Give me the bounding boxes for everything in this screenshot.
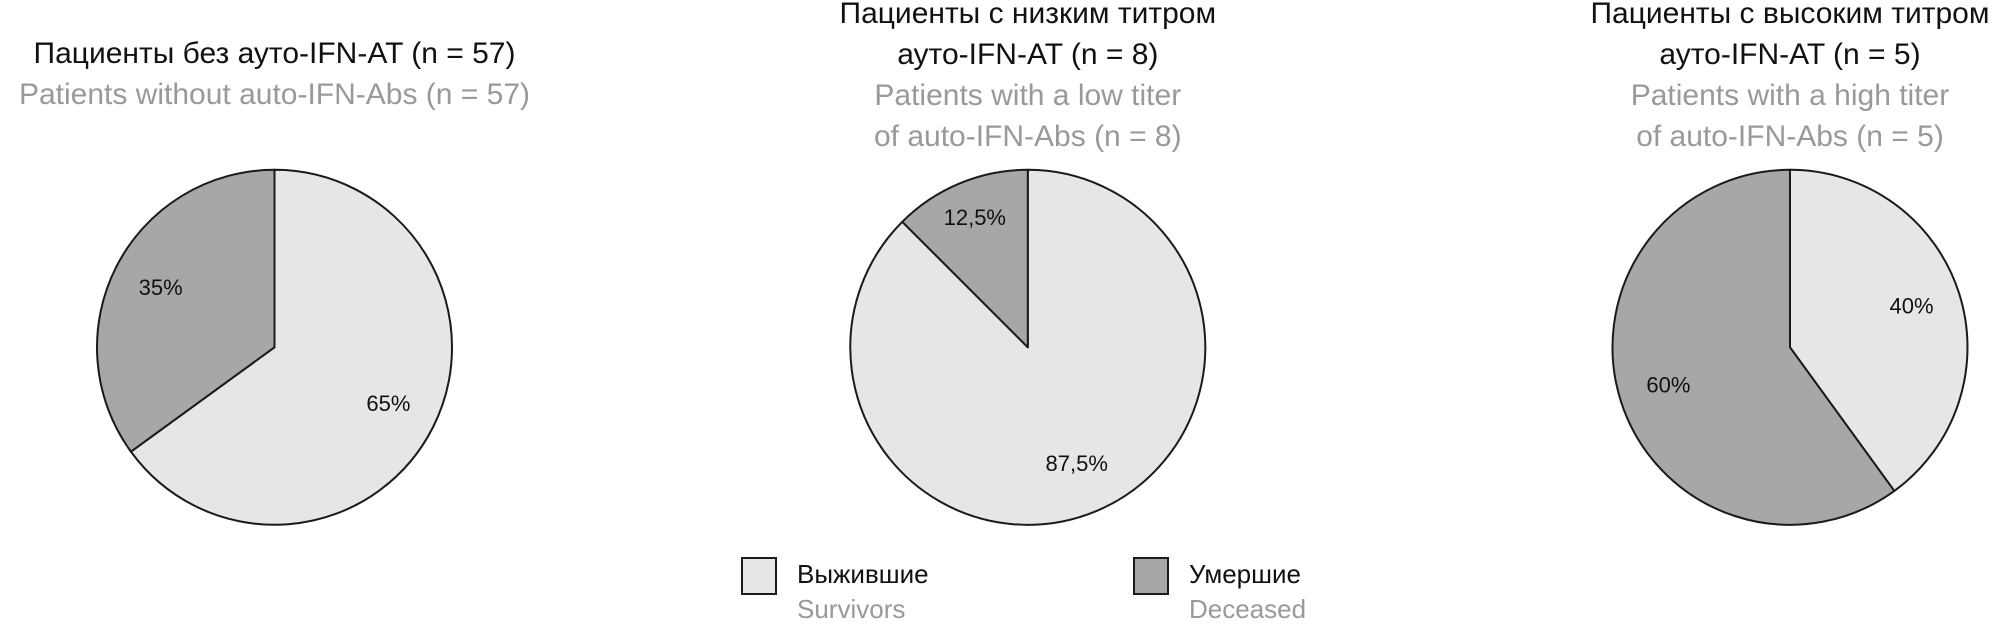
- pie-slice: [901, 168, 1029, 349]
- chart-subtitle: of auto-IFN-Abs (n = 5): [1636, 120, 1944, 153]
- pie-slice: [1789, 168, 1969, 492]
- legend-sublabel: Survivors: [797, 594, 905, 624]
- chart-title: Пациенты с низким титром: [840, 0, 1217, 30]
- chart-subtitle: Patients with a high titer: [1631, 79, 1950, 112]
- data-label: 12,5%: [944, 205, 1006, 230]
- chart-title: Пациенты без ауто-IFN-AT (n = 57): [34, 37, 516, 70]
- legend-label: Умершие: [1189, 559, 1301, 589]
- chart-subtitle: Patients with a low titer: [874, 79, 1181, 112]
- chart-subtitle: Patients without auto-IFN-Abs (n = 57): [19, 78, 530, 111]
- data-label: 60%: [1646, 373, 1690, 398]
- legend-swatch: [1133, 557, 1169, 595]
- pie-slice: [1611, 168, 1896, 526]
- legend-sublabel: Deceased: [1189, 594, 1306, 624]
- legend-label: Выжившие: [797, 559, 929, 589]
- data-label: 40%: [1890, 294, 1934, 319]
- legend-swatch: [741, 557, 777, 595]
- pie-slice: [96, 168, 276, 453]
- pie-slice: [129, 168, 453, 526]
- data-label: 87,5%: [1046, 451, 1108, 476]
- chart-title: Пациенты с высоким титром: [1590, 0, 1989, 30]
- chart-subtitle: of auto-IFN-Abs (n = 8): [874, 120, 1182, 153]
- chart-title: ауто-IFN-AT (n = 8): [897, 38, 1158, 71]
- chart-title: ауто-IFN-AT (n = 5): [1659, 38, 1920, 71]
- data-label: 65%: [366, 391, 410, 416]
- data-label: 35%: [139, 275, 183, 300]
